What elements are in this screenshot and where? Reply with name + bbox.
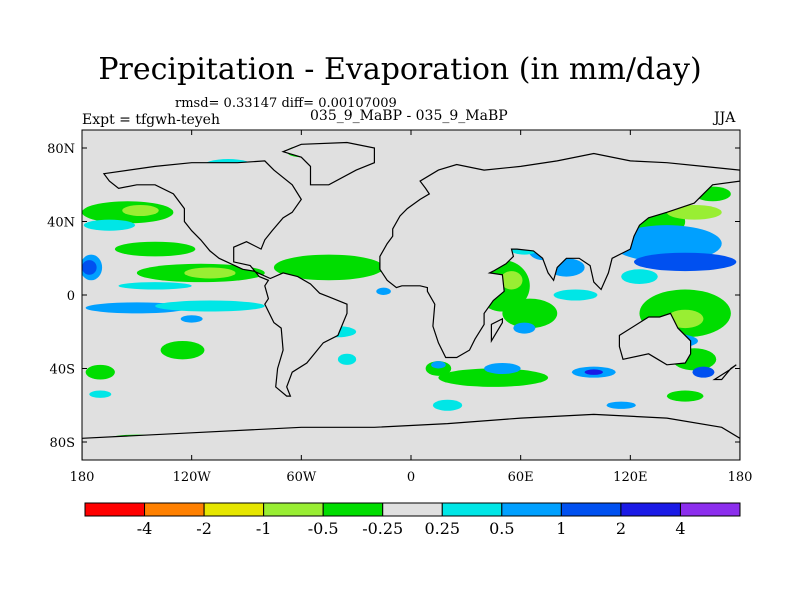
colorbar: -4 -2 -1 -0.5 -0.25 0.25 0.5 1 2 4 (84, 502, 741, 538)
field-region (82, 260, 97, 275)
colorbar-label: -0.5 (308, 519, 339, 538)
x-tick-label: 60E (508, 470, 534, 485)
colorbar-label: -0.25 (362, 519, 403, 538)
field-region (184, 267, 236, 279)
colorbar-label: -2 (196, 519, 212, 538)
field-region (621, 269, 658, 284)
y-tick-label: 40N (47, 216, 75, 231)
y-tick-label: 80N (47, 142, 75, 157)
colorbar-swatch (441, 502, 503, 517)
field-region (273, 254, 384, 281)
map-title: Precipitation - Evaporation (in mm/day) (98, 52, 702, 87)
experiment-label: Expt = tfgwh-teyeh (82, 112, 220, 128)
field-region (118, 282, 192, 290)
colorbar-label: 0.25 (424, 519, 460, 538)
land-outline (82, 413, 740, 460)
land-outline (712, 364, 737, 381)
field-region (500, 271, 523, 290)
field-region (114, 241, 196, 257)
field-region (85, 364, 115, 380)
field-region (633, 252, 737, 272)
land-outline (281, 141, 375, 186)
land-outline (490, 317, 503, 344)
field-region (337, 353, 357, 365)
axis-ticks: 180 120W 60W 0 60E 120E 180 80N 40N 0 40S 80S (47, 130, 752, 485)
field-region (666, 390, 704, 402)
colorbar-swatch (322, 502, 384, 517)
field-region (612, 225, 722, 262)
subtitle: 035_9_MaBP - 035_9_MaBP (310, 108, 508, 124)
colorbar-swatch (263, 502, 324, 517)
y-tick-label: 80S (50, 436, 75, 451)
season-label: JJA (714, 110, 736, 126)
colorbar-label: 1 (556, 519, 566, 538)
colorbar-swatch (501, 502, 562, 517)
land-outline (102, 160, 348, 397)
x-tick-label: 60W (286, 470, 317, 485)
field-region (180, 315, 203, 323)
x-tick-label: 0 (407, 470, 415, 485)
colorbar-swatch (84, 502, 146, 517)
field-region (431, 361, 446, 369)
field-region (155, 300, 265, 312)
x-tick-label: 180 (728, 470, 753, 485)
field-region (666, 204, 722, 220)
field-regions (82, 146, 737, 443)
colorbar-swatch (620, 502, 681, 517)
field-region (89, 390, 112, 398)
x-tick-label: 180 (70, 470, 95, 485)
field-region (83, 219, 136, 231)
y-tick-label: 0 (67, 289, 75, 304)
x-tick-label: 120W (173, 470, 212, 485)
land-outline (379, 152, 740, 359)
field-region (692, 366, 715, 378)
field-region (376, 287, 391, 296)
field-region (513, 322, 536, 334)
colorbar-label: 0.5 (489, 519, 514, 538)
x-tick-label: 120E (613, 470, 647, 485)
colorbar-swatch (382, 502, 443, 517)
stats-text: rmsd= 0.33147 diff= 0.00107009 (175, 96, 397, 111)
coastlines (82, 141, 740, 460)
land-outline (618, 312, 692, 366)
field-region (606, 401, 636, 409)
colorbar-label: -4 (137, 519, 153, 538)
colorbar-swatch (679, 502, 741, 517)
field-region (484, 362, 521, 375)
field-region (584, 369, 603, 375)
field-region (432, 399, 463, 411)
colorbar-label: 2 (616, 519, 626, 538)
y-tick-label: 40S (50, 363, 75, 378)
field-region (122, 204, 159, 216)
field-region (553, 289, 598, 301)
colorbar-swatch (203, 502, 265, 517)
colorbar-swatch (144, 502, 205, 517)
colorbar-label: 4 (675, 519, 685, 538)
field-region (438, 368, 549, 387)
field-region (160, 340, 205, 360)
colorbar-swatch (560, 502, 622, 517)
field-region (502, 298, 558, 329)
colorbar-label: -1 (256, 519, 272, 538)
